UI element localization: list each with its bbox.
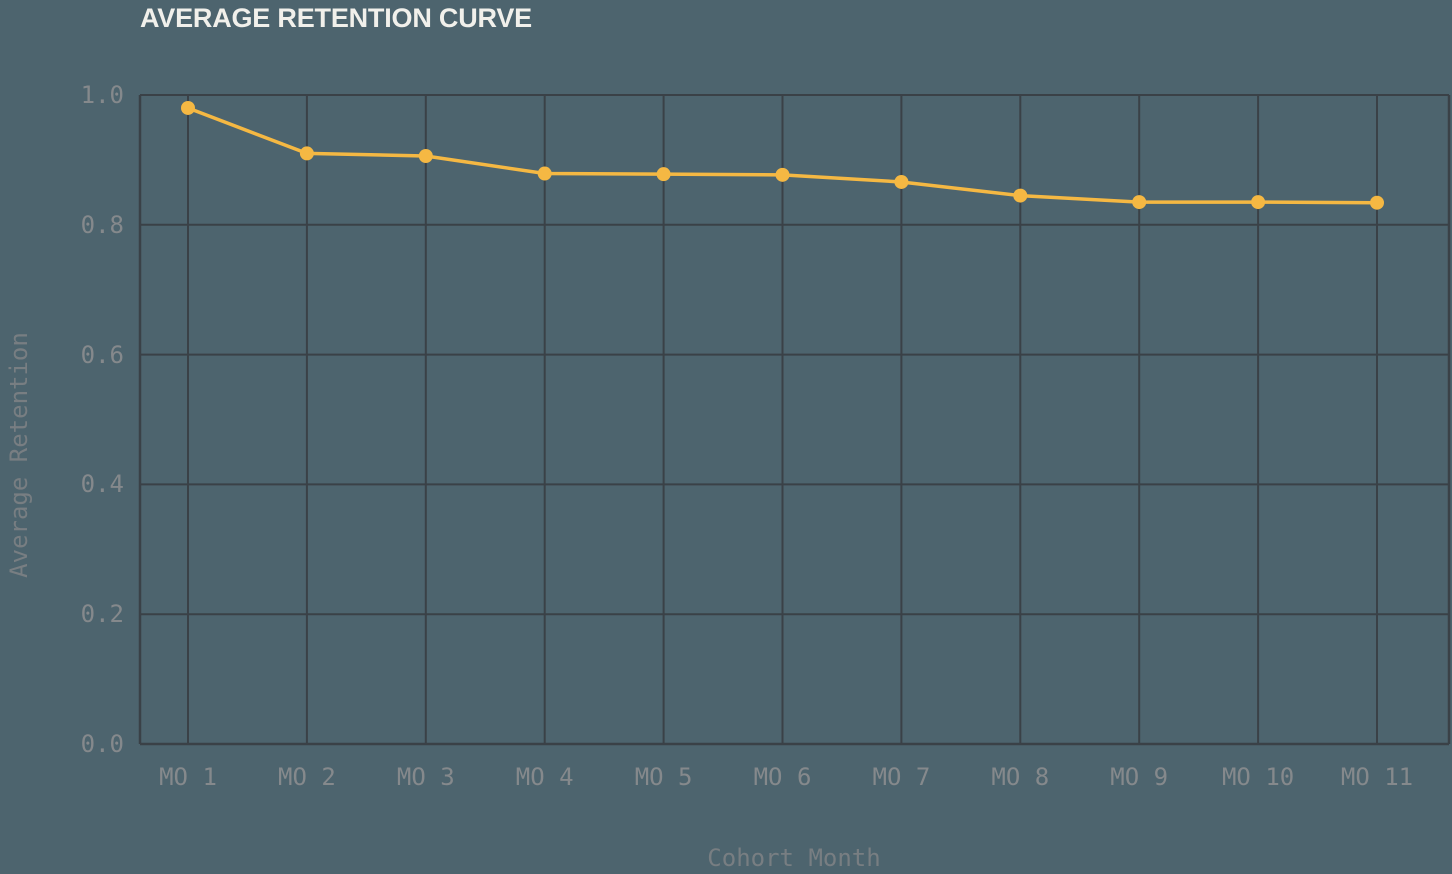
y-tick-label: 0.4 [80, 470, 124, 499]
data-point-mo-9 [1132, 195, 1147, 210]
x-tick-label: MO 8 [991, 763, 1050, 791]
x-tick-label: MO 5 [634, 763, 693, 791]
y-tick-label: 0.6 [80, 340, 124, 369]
x-tick-label: MO 1 [159, 763, 217, 791]
x-tick-label: MO 7 [872, 763, 931, 791]
data-point-mo-8 [1013, 188, 1028, 203]
data-point-mo-10 [1251, 195, 1266, 210]
x-tick-label: MO 2 [277, 763, 336, 791]
data-point-mo-3 [418, 149, 433, 164]
x-tick-label: MO 9 [1110, 763, 1169, 791]
y-tick-label: 0.8 [80, 210, 124, 239]
y-tick-label: 0.0 [80, 730, 124, 758]
x-tick-label: MO 11 [1340, 763, 1414, 791]
data-point-mo-5 [656, 167, 671, 182]
x-tick-label: MO 6 [753, 763, 812, 791]
x-tick-label: MO 3 [396, 763, 455, 791]
y-axis-title: Average Retention [5, 332, 33, 578]
data-point-mo-11 [1370, 195, 1384, 210]
data-point-mo-6 [775, 167, 790, 182]
data-point-mo-4 [537, 166, 552, 181]
data-point-mo-1 [181, 100, 195, 115]
data-point-mo-7 [894, 174, 909, 189]
x-tick-label: MO 4 [515, 763, 574, 791]
y-tick-label: 1.0 [80, 81, 124, 109]
chart-title: AVERAGE RETENTION CURVE [140, 3, 532, 33]
y-tick-label: 0.2 [80, 600, 124, 629]
x-axis-title: Cohort Month [707, 844, 881, 872]
x-tick-label: MO 10 [1221, 763, 1295, 791]
data-point-mo-2 [299, 146, 314, 161]
